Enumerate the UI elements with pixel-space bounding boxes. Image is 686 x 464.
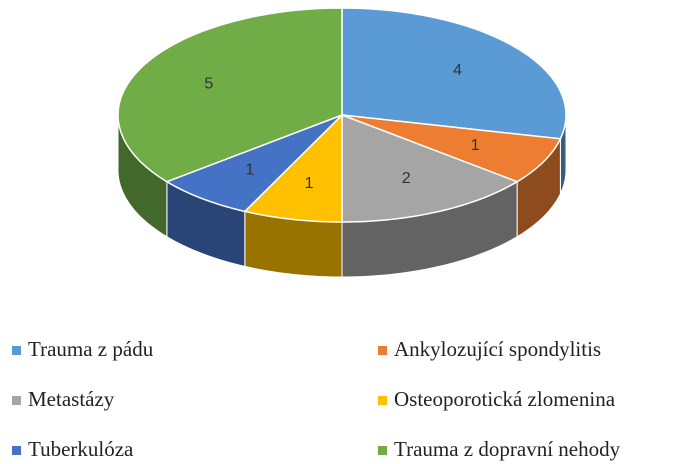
slice xyxy=(341,7,567,140)
legend-swatch xyxy=(378,446,387,455)
legend-swatch xyxy=(378,346,387,355)
data-label: 2 xyxy=(402,170,411,187)
legend-swatch xyxy=(12,346,21,355)
data-label: 1 xyxy=(471,137,480,154)
slice xyxy=(165,114,343,213)
legend-swatch xyxy=(12,446,21,455)
data-label: 1 xyxy=(305,175,314,192)
data-label: 1 xyxy=(245,161,254,178)
data-label: 5 xyxy=(204,76,213,93)
legend-swatch xyxy=(12,396,21,405)
legend-label: Metastázy xyxy=(28,387,115,411)
slice xyxy=(341,114,562,183)
legend-label: Osteoporotická zlomenina xyxy=(394,387,616,411)
legend-label: Trauma z dopravní nehody xyxy=(394,437,621,461)
data-label: 4 xyxy=(453,62,462,79)
slice xyxy=(117,7,343,183)
legend-label: Tuberkulóza xyxy=(28,437,134,461)
slice xyxy=(243,113,343,223)
legend-label: Ankylozující spondylitis xyxy=(394,337,601,361)
legend-swatch xyxy=(378,396,387,405)
legend-label: Trauma z pádu xyxy=(28,337,154,361)
slice xyxy=(341,113,519,223)
